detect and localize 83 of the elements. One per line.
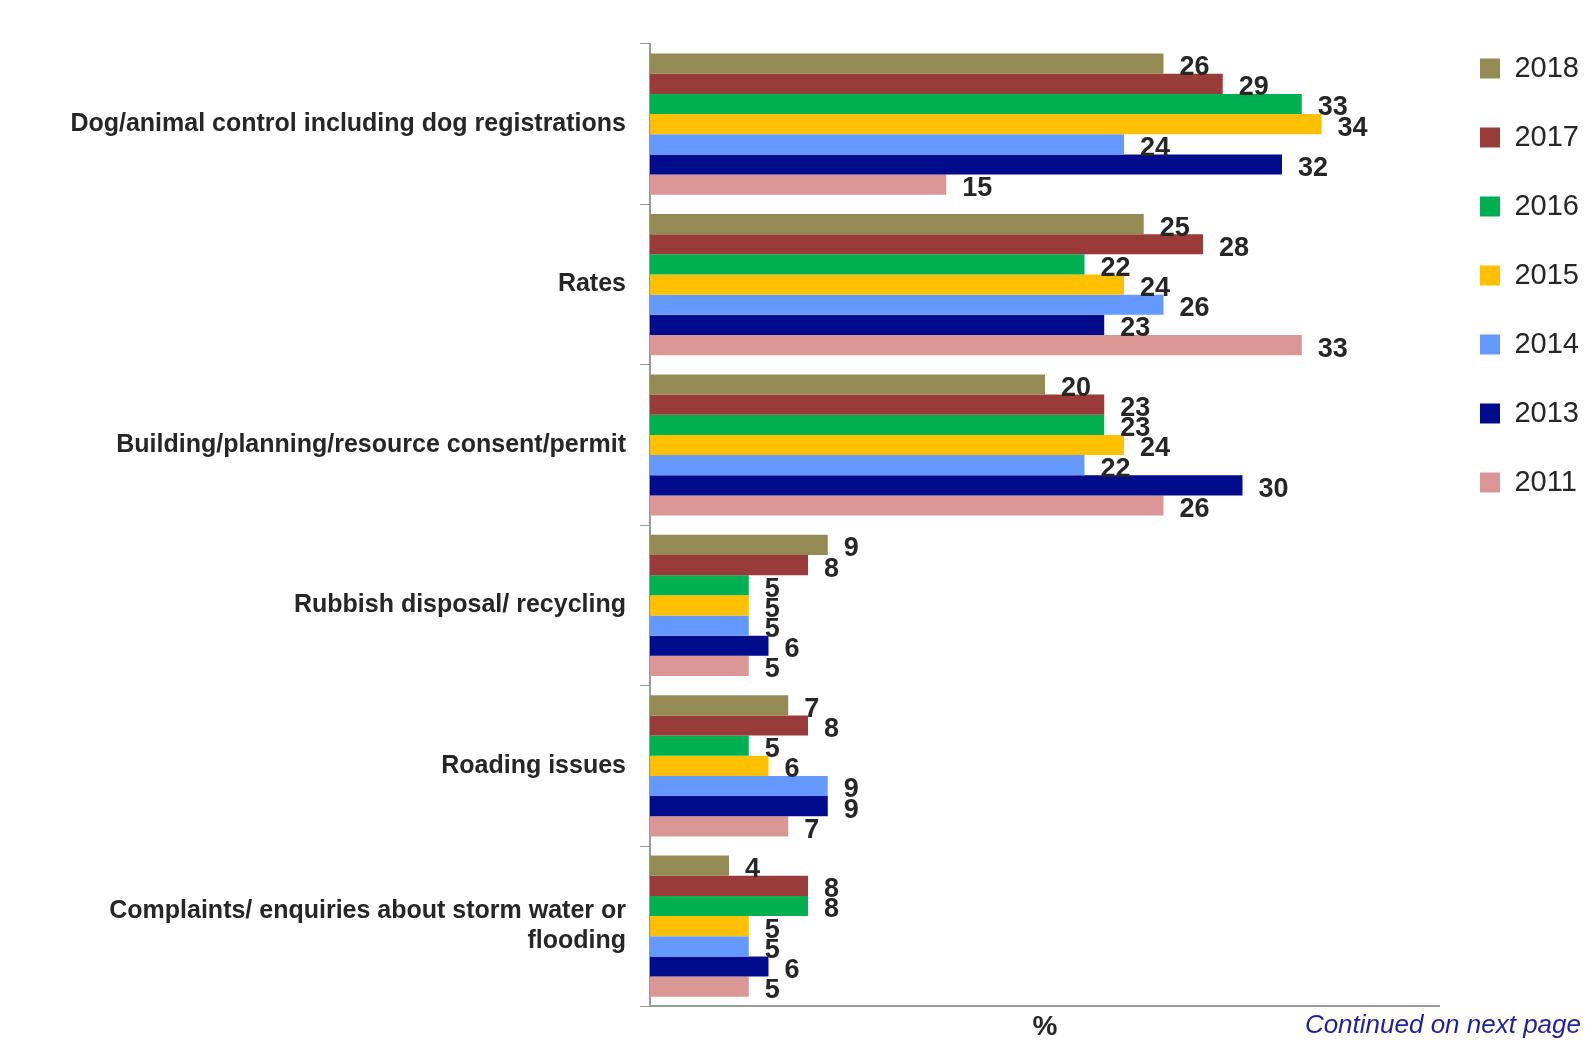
bar xyxy=(650,956,769,977)
bar xyxy=(650,114,1322,135)
bar xyxy=(650,174,947,195)
data-label: 8 xyxy=(824,552,840,583)
data-label: 25 xyxy=(1159,211,1190,242)
bar xyxy=(650,575,749,596)
y-tick-label: Rates xyxy=(557,268,626,297)
data-label: 29 xyxy=(1238,71,1269,102)
y-tick-label: Rubbish disposal/ recycling xyxy=(293,589,626,618)
data-label: 7 xyxy=(804,813,820,844)
data-label: 7 xyxy=(804,692,820,723)
bar xyxy=(650,274,1124,295)
data-label: 22 xyxy=(1100,452,1131,483)
bar xyxy=(650,495,1164,516)
bar xyxy=(650,695,789,716)
data-label: 9 xyxy=(843,532,859,563)
bar xyxy=(650,916,749,937)
bar xyxy=(650,93,1302,115)
bar xyxy=(650,475,1243,496)
bar xyxy=(650,855,729,876)
data-label: 24 xyxy=(1139,272,1171,303)
bar xyxy=(650,715,808,736)
bar xyxy=(650,895,808,917)
y-tick-label: Building/planning/resource consent/permit xyxy=(116,428,627,457)
bar xyxy=(650,875,808,896)
bar xyxy=(650,214,1144,235)
bar xyxy=(650,816,789,837)
bar xyxy=(650,554,808,576)
data-label: 32 xyxy=(1297,151,1329,182)
bar xyxy=(650,394,1105,415)
bar xyxy=(650,234,1203,255)
bar xyxy=(650,635,769,656)
x-axis-title: % xyxy=(1032,1009,1058,1041)
bar xyxy=(650,735,749,756)
bar xyxy=(650,73,1223,94)
y-tick-label: Roading issues xyxy=(441,749,626,778)
bar xyxy=(650,595,749,616)
data-label: 28 xyxy=(1218,231,1250,262)
bar xyxy=(650,374,1045,395)
data-label: 5 xyxy=(764,974,780,1005)
bar xyxy=(650,294,1164,315)
data-label: 26 xyxy=(1179,492,1210,523)
legend-label: 2013 xyxy=(1514,395,1579,428)
bar xyxy=(650,53,1164,74)
y-tick-label: Dog/animal control including dog registrations xyxy=(70,108,626,137)
legend-label: 2017 xyxy=(1514,119,1579,152)
data-label: 33 xyxy=(1317,332,1348,363)
data-label: 26 xyxy=(1179,292,1210,323)
data-label: 15 xyxy=(962,172,993,203)
bar xyxy=(650,615,749,636)
bar xyxy=(650,254,1085,275)
bar xyxy=(650,154,1282,175)
bar xyxy=(650,414,1105,435)
data-label: 30 xyxy=(1258,472,1289,503)
bar xyxy=(650,335,1302,356)
data-label: 5 xyxy=(764,653,780,684)
legend-label: 2014 xyxy=(1514,326,1579,359)
bar xyxy=(650,936,749,957)
legend-label: 2018 xyxy=(1514,50,1579,83)
bar xyxy=(650,775,828,797)
data-label: 5 xyxy=(764,733,780,764)
data-label: 23 xyxy=(1120,312,1151,343)
bar xyxy=(650,434,1124,456)
data-label: 26 xyxy=(1179,51,1210,82)
data-label: 6 xyxy=(784,753,800,784)
bar xyxy=(650,134,1124,155)
legend-label: 2015 xyxy=(1514,257,1579,290)
bar xyxy=(650,655,749,676)
data-label: 6 xyxy=(784,633,800,664)
data-label: 20 xyxy=(1060,371,1092,402)
bar xyxy=(650,534,828,555)
bar xyxy=(650,314,1105,336)
bar xyxy=(650,976,749,997)
data-label: 6 xyxy=(784,953,800,984)
legend-label: 2011 xyxy=(1514,464,1577,497)
data-label: 4 xyxy=(745,853,761,884)
y-tick-label: Complaints/ enquiries about storm water or flooding xyxy=(109,895,627,954)
bar xyxy=(650,755,769,776)
bar xyxy=(650,455,1085,476)
data-label: 8 xyxy=(824,712,840,743)
bar xyxy=(650,796,828,817)
legend-label: 2016 xyxy=(1514,188,1579,221)
text: Continued on next page xyxy=(1304,1009,1581,1040)
